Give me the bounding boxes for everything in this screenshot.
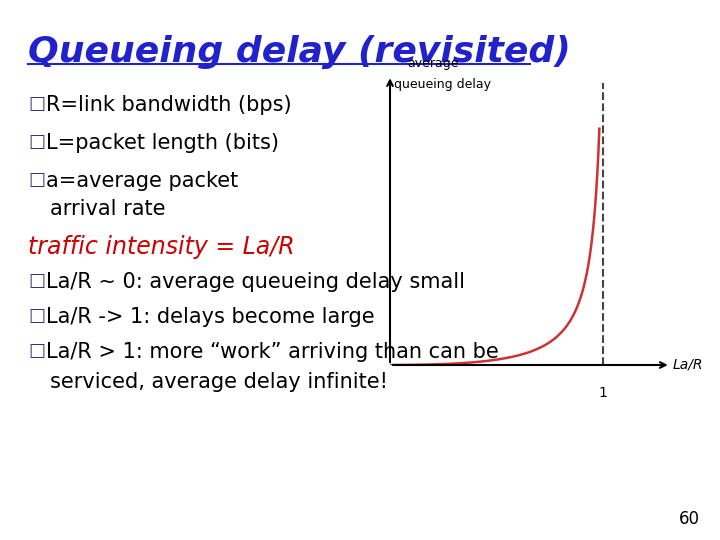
Text: □: □ [28,342,45,360]
Text: □: □ [28,272,45,290]
Text: L=packet length (bits): L=packet length (bits) [46,133,279,153]
Text: La/R ~ 0: average queueing delay small: La/R ~ 0: average queueing delay small [46,272,465,292]
Text: queueing delay: queueing delay [395,78,491,91]
Text: Queueing delay (revisited): Queueing delay (revisited) [28,35,571,69]
Text: La/R: La/R [672,358,703,372]
Text: average: average [408,57,459,70]
Text: 60: 60 [679,510,700,528]
Text: □: □ [28,133,45,151]
Text: □: □ [28,171,45,189]
Text: La/R > 1: more “work” arriving than can be: La/R > 1: more “work” arriving than can … [46,342,499,362]
Text: La/R -> 1: delays become large: La/R -> 1: delays become large [46,307,374,327]
Text: □: □ [28,307,45,325]
Text: serviced, average delay infinite!: serviced, average delay infinite! [50,372,388,392]
Text: a=average packet: a=average packet [46,171,238,191]
Text: 1: 1 [598,387,607,401]
Text: arrival rate: arrival rate [50,199,166,219]
Text: traffic intensity = La/R: traffic intensity = La/R [28,235,294,259]
Text: □: □ [28,95,45,113]
Text: R=link bandwidth (bps): R=link bandwidth (bps) [46,95,292,115]
